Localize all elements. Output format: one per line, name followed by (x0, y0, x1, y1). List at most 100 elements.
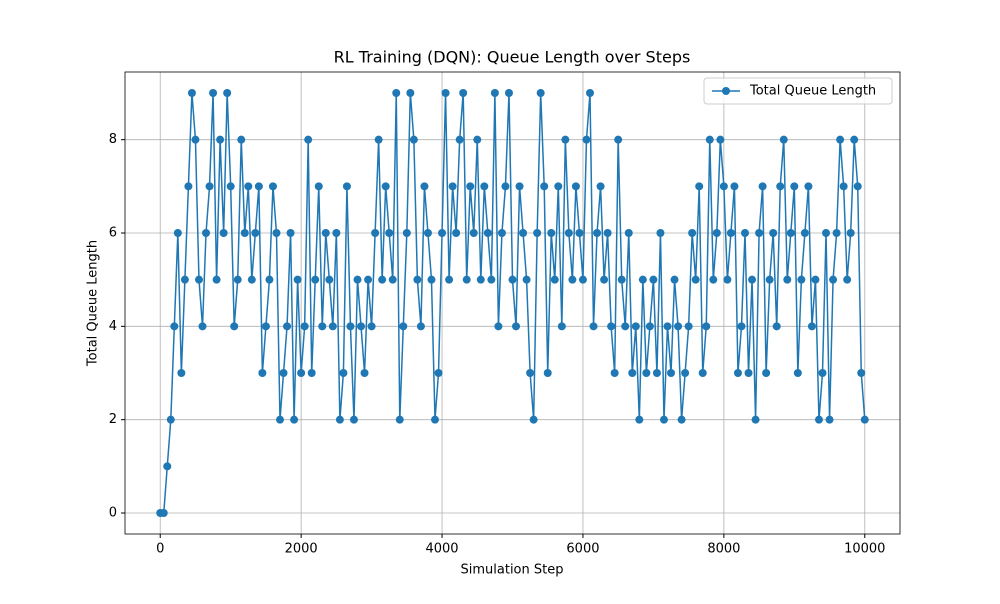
marker (353, 275, 362, 284)
marker (642, 369, 651, 377)
marker (198, 322, 207, 331)
marker (223, 89, 232, 97)
marker (677, 415, 686, 424)
marker (194, 275, 203, 284)
series-line (160, 92, 866, 514)
marker (783, 275, 792, 284)
marker (797, 275, 806, 284)
marker (494, 322, 503, 331)
marker (786, 229, 795, 237)
marker (423, 229, 432, 237)
marker (748, 275, 757, 284)
marker (596, 182, 605, 191)
marker (772, 322, 781, 331)
marker (846, 229, 855, 237)
marker (804, 182, 813, 191)
marker (367, 322, 376, 331)
x-tick-label: 10000 (844, 542, 885, 557)
marker (554, 182, 563, 191)
marker (853, 182, 862, 191)
marker (836, 135, 845, 144)
marker (395, 415, 404, 424)
marker (719, 182, 728, 191)
marker (533, 229, 542, 237)
marker (631, 322, 640, 331)
marker (624, 229, 633, 237)
x-tick-label: 0 (156, 542, 164, 557)
marker (575, 229, 584, 237)
marker (578, 275, 587, 284)
marker (716, 135, 725, 144)
marker (649, 275, 658, 284)
marker (635, 415, 644, 424)
marker (776, 182, 785, 191)
marker (293, 275, 302, 284)
marker (268, 182, 277, 191)
marker (233, 275, 242, 284)
marker (342, 182, 351, 191)
marker (733, 369, 742, 377)
marker (392, 89, 401, 97)
marker (659, 415, 668, 424)
marker (237, 135, 246, 144)
marker (769, 229, 778, 237)
marker (501, 182, 510, 191)
marker (793, 369, 802, 377)
marker (621, 322, 630, 331)
marker (843, 275, 852, 284)
marker (684, 322, 693, 331)
marker (409, 135, 418, 144)
marker (628, 369, 637, 377)
marker (318, 322, 327, 331)
x-tick-label: 2000 (285, 542, 318, 557)
marker (519, 229, 528, 237)
marker (240, 229, 249, 237)
x-tick-label: 6000 (566, 542, 599, 557)
marker (814, 415, 823, 424)
marker (487, 275, 496, 284)
marker (170, 322, 179, 331)
marker (226, 182, 235, 191)
marker (536, 89, 545, 97)
marker (483, 229, 492, 237)
marker (381, 182, 390, 191)
marker (850, 135, 859, 144)
legend-label: Total Queue Length (749, 84, 876, 99)
marker (466, 182, 475, 191)
marker (617, 275, 626, 284)
marker (448, 182, 457, 191)
marker (272, 229, 281, 237)
marker (610, 369, 619, 377)
marker (811, 275, 820, 284)
marker (332, 229, 341, 237)
marker (832, 229, 841, 237)
marker (402, 229, 411, 237)
marker (297, 369, 306, 377)
marker (737, 322, 746, 331)
marker (504, 89, 513, 97)
marker (258, 369, 267, 377)
x-tick-label: 8000 (707, 542, 740, 557)
marker (279, 369, 288, 377)
marker (561, 135, 570, 144)
marker (751, 415, 760, 424)
y-tick-label: 4 (109, 319, 117, 334)
marker (709, 275, 718, 284)
marker (529, 415, 538, 424)
marker (385, 229, 394, 237)
marker (177, 369, 186, 377)
marker (557, 322, 566, 331)
marker (388, 275, 397, 284)
marker (374, 135, 383, 144)
marker (515, 182, 524, 191)
marker (691, 275, 700, 284)
marker (254, 182, 263, 191)
marker (540, 182, 549, 191)
marker (670, 275, 679, 284)
marker (290, 415, 299, 424)
marker (762, 369, 771, 377)
marker (406, 89, 415, 97)
marker (568, 275, 577, 284)
marker (589, 322, 598, 331)
